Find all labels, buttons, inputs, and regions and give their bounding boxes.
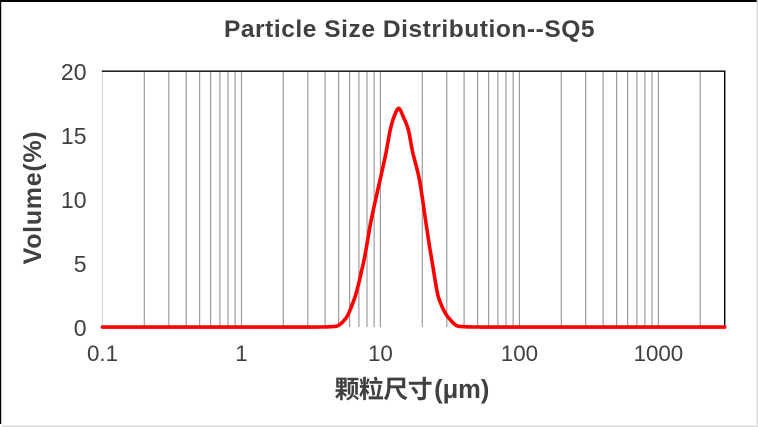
svg-text:(μm): (μm)	[434, 376, 489, 404]
svg-text:100: 100	[501, 341, 538, 366]
svg-text:10: 10	[368, 341, 393, 366]
svg-text:10: 10	[61, 187, 87, 213]
svg-text:5: 5	[74, 251, 87, 277]
svg-text:0: 0	[74, 315, 87, 341]
svg-text:15: 15	[61, 123, 87, 149]
svg-text:Particle Size Distribution--SQ: Particle Size Distribution--SQ5	[224, 16, 595, 43]
svg-text:20: 20	[61, 59, 87, 85]
svg-text:1000: 1000	[634, 341, 684, 366]
svg-text:1: 1	[235, 341, 247, 366]
svg-text:0.1: 0.1	[87, 341, 118, 366]
svg-text:Volume(%): Volume(%)	[19, 131, 47, 265]
